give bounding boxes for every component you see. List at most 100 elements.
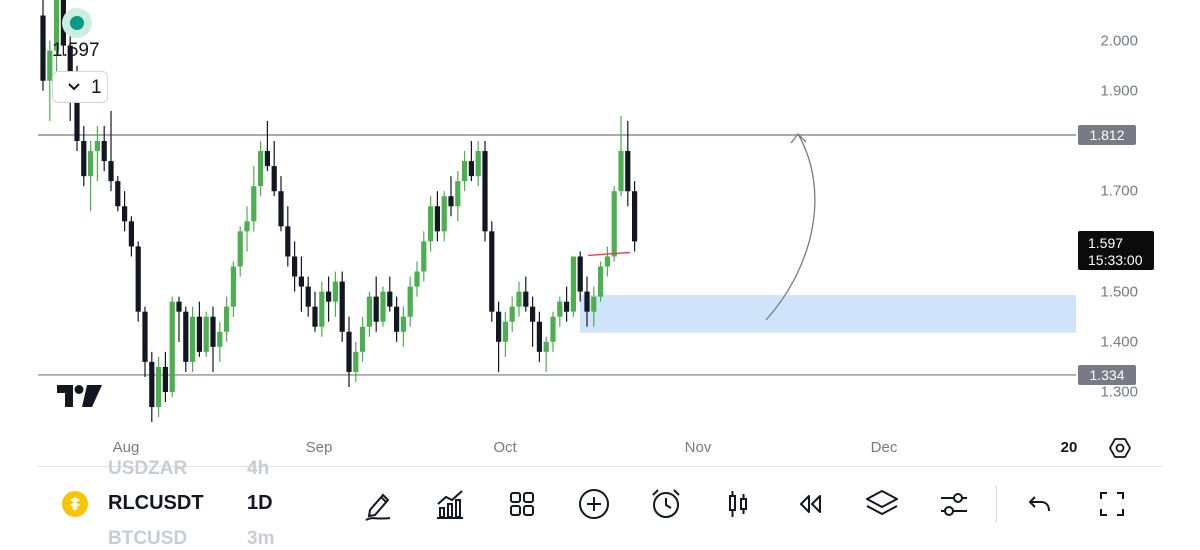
candle (162, 351, 168, 403)
prev-interval: 4h (247, 458, 270, 479)
chart-canvas[interactable] (0, 0, 1200, 466)
candle (210, 306, 216, 372)
candle-body (496, 311, 502, 342)
symbol-name[interactable]: RLCUSDT (108, 492, 204, 514)
alert-icon[interactable] (648, 486, 684, 522)
candle-body (319, 291, 325, 327)
candle (142, 306, 148, 377)
add-icon[interactable] (576, 486, 612, 522)
candle-body (115, 181, 121, 207)
candle (292, 241, 298, 292)
candle (264, 120, 270, 172)
candle (319, 281, 325, 337)
candle-body (387, 291, 393, 307)
candle (366, 291, 372, 337)
market-status-icon[interactable] (62, 8, 92, 38)
draw-icon[interactable] (360, 486, 396, 522)
candle (509, 296, 515, 332)
fullscreen-icon[interactable] (1094, 486, 1130, 522)
price-tick: 1.500 (1100, 283, 1138, 301)
candle-body (156, 366, 162, 408)
chart-settings-icon[interactable] (1108, 436, 1132, 465)
time-tick-aug: Aug (112, 439, 140, 456)
candle-body (475, 151, 481, 177)
candle-body (611, 191, 617, 257)
candle-body (142, 311, 148, 362)
tradingview-logo-icon[interactable] (57, 385, 103, 412)
candle-body (502, 321, 508, 342)
undo-icon[interactable] (1022, 486, 1058, 522)
candle-body (292, 256, 298, 277)
indicators-collapse-button[interactable]: 1 (52, 71, 108, 103)
candle (360, 316, 366, 362)
candle-body (414, 271, 420, 287)
indicators-icon[interactable] (432, 486, 468, 522)
candle (285, 206, 291, 267)
candle-body (81, 141, 87, 177)
candle (128, 216, 134, 257)
candle-body (598, 266, 604, 297)
candle-body (632, 191, 638, 242)
candle (373, 276, 379, 332)
candle-body (441, 196, 447, 232)
candle-body (278, 191, 284, 227)
candle (380, 286, 386, 327)
candle (339, 271, 345, 342)
symbol-logo-icon[interactable] (62, 491, 88, 517)
candle (550, 311, 556, 352)
candle-body (74, 100, 80, 141)
candle-body (434, 206, 440, 232)
bar-countdown: 15:33:00 (1088, 252, 1143, 268)
resistance-level-tag[interactable]: 1.812 (1078, 125, 1136, 145)
candle-body (530, 306, 536, 322)
legend-price: 1.597 (52, 40, 100, 61)
candle (224, 296, 230, 342)
candle-body (40, 15, 46, 81)
candle-body (176, 301, 182, 312)
candle (496, 301, 502, 372)
candle (482, 141, 488, 242)
candle (326, 276, 332, 322)
candle-body (47, 50, 53, 81)
candle-body (305, 286, 311, 307)
next-interval: 3m (247, 528, 275, 549)
candle-body (543, 341, 549, 352)
candle (414, 261, 420, 297)
candle (278, 176, 284, 232)
settings-sliders-icon[interactable] (936, 486, 972, 522)
price-tick: 1.900 (1100, 82, 1138, 100)
bottom-divider (38, 466, 1162, 467)
candle (611, 186, 617, 262)
candle (183, 306, 189, 372)
indicator-count: 1 (91, 77, 102, 98)
candle-body (455, 181, 461, 207)
candle-body (285, 226, 291, 257)
candle-body (604, 256, 610, 267)
candle (455, 171, 461, 222)
candle-body (264, 151, 270, 167)
candles-icon[interactable] (720, 486, 756, 522)
interval-selector[interactable]: 1D (247, 492, 273, 514)
candle-body (94, 141, 100, 152)
candle-body (339, 281, 345, 332)
candle-body (421, 241, 427, 272)
layouts-icon[interactable] (504, 486, 540, 522)
candle (564, 286, 570, 322)
next-symbol: BTCUSD (108, 528, 188, 549)
candle (530, 296, 536, 347)
toolbar-separator (996, 486, 997, 522)
candle (244, 206, 250, 252)
projection-arrow (765, 133, 816, 321)
support-level-tag[interactable]: 1.334 (1078, 365, 1136, 385)
candle (149, 351, 155, 423)
candle-body (149, 361, 155, 408)
candle (618, 115, 624, 197)
candle-body (557, 301, 563, 317)
candle-body (332, 281, 338, 302)
layers-icon[interactable] (864, 486, 900, 522)
candle (591, 286, 597, 327)
replay-icon[interactable] (792, 486, 828, 522)
candle-body (217, 331, 223, 347)
candle-body (196, 316, 202, 352)
candle-body (536, 321, 542, 352)
